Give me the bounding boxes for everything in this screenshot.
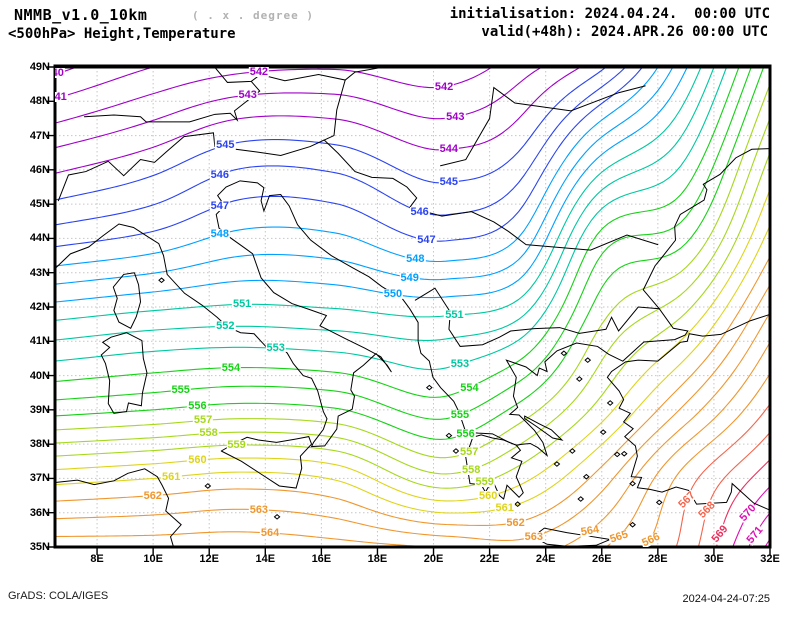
contour-label: 40 — [55, 68, 65, 79]
contour-label: 562 — [142, 489, 163, 502]
y-tick-label: 43N — [29, 266, 50, 279]
y-tick-label: 35N — [29, 541, 50, 553]
contour-label: 551 — [444, 309, 465, 322]
x-tick-label: 8E — [90, 553, 104, 565]
y-tick-label: 40N — [29, 369, 50, 382]
contour-label: 557 — [459, 446, 480, 459]
contour-label: 560 — [478, 490, 499, 503]
contour-label: 545 — [438, 176, 459, 189]
contour-label: 562 — [505, 516, 526, 529]
x-tick-label: 14E — [255, 553, 276, 565]
y-tick-label: 39N — [29, 403, 50, 416]
x-tick-label: 30E — [704, 553, 724, 565]
contour-label: 554 — [459, 381, 480, 394]
contour-label: 546 — [209, 168, 230, 181]
contour-label: 563 — [523, 530, 545, 543]
y-tick-label: 48N — [29, 95, 50, 108]
contour-label: 565 — [607, 528, 630, 546]
x-tick-label: 22E — [479, 553, 500, 565]
x-tick-label: 32E — [760, 553, 780, 565]
contour-label: 567 — [676, 488, 698, 511]
contour-label: 556 — [187, 399, 208, 412]
contour-label: 542 — [248, 67, 270, 78]
contour-label: 553 — [449, 358, 471, 370]
y-tick-label: 44N — [29, 232, 50, 245]
contour-label: 559 — [226, 439, 247, 452]
y-tick-label: 41N — [29, 335, 50, 348]
x-tick-label: 16E — [311, 553, 332, 565]
contour-label: 546 — [409, 205, 430, 218]
y-tick-label: 37N — [29, 472, 50, 485]
x-tick-label: 12E — [199, 553, 219, 565]
contour-label: 558 — [460, 463, 482, 476]
x-tick-label: 20E — [423, 553, 444, 565]
contour-label: 552 — [215, 320, 236, 333]
y-tick-label: 45N — [29, 198, 50, 211]
x-tick-label: 26E — [591, 553, 612, 565]
y-tick-label: 42N — [29, 301, 50, 313]
contour-label: 561 — [494, 502, 515, 515]
contour-label: 545 — [215, 139, 236, 152]
contour-label: 548 — [405, 253, 426, 266]
contour-label: 548 — [209, 228, 230, 241]
creation-timestamp: 2024-04-24-07:25 — [682, 593, 770, 605]
contour-label: 555 — [449, 408, 471, 421]
contour-label: 553 — [265, 342, 286, 355]
y-tick-label: 36N — [29, 506, 50, 519]
contour-label: 547 — [209, 199, 230, 212]
contour-label: 559 — [474, 475, 495, 488]
contour-label: 566 — [639, 530, 662, 547]
contour-label: 568 — [696, 498, 718, 521]
y-tick-label: 46N — [29, 163, 50, 176]
contour-label: 571 — [744, 523, 766, 546]
contour-label: 569 — [709, 522, 731, 546]
contour-label: 551 — [231, 298, 253, 311]
contour-label: 564 — [578, 523, 601, 539]
contour-label: 560 — [187, 454, 208, 467]
contour-label: 550 — [382, 288, 404, 301]
y-tick-label: 49N — [29, 61, 50, 73]
contour-label: 558 — [198, 427, 219, 440]
x-tick-label: 18E — [367, 553, 388, 565]
contour-label: 542 — [433, 80, 455, 93]
grads-credit: GrADS: COLA/IGES — [8, 590, 109, 602]
contour-label: 543 — [445, 110, 466, 123]
contour-label: 543 — [237, 89, 258, 102]
contour-label: 570 — [737, 502, 760, 525]
x-tick-label: 24E — [535, 553, 556, 565]
contour-label: 556 — [455, 427, 476, 440]
contour-label: 547 — [416, 234, 437, 246]
contour-label: 563 — [248, 503, 270, 516]
contour-label: 555 — [170, 384, 191, 397]
contour-label: 554 — [220, 361, 242, 374]
contour-label: 557 — [192, 414, 214, 427]
contour-label: 549 — [399, 271, 420, 284]
y-tick-label: 38N — [29, 438, 50, 451]
contour-label: 41 — [55, 91, 68, 104]
y-tick-label: 47N — [29, 129, 50, 142]
x-tick-label: 10E — [143, 553, 163, 565]
contour-label: 564 — [259, 527, 281, 539]
contour-label-layer: 40 41 542 542 543 543 544 545 545 546 546 547 547 548… — [55, 67, 770, 547]
contour-label: 561 — [161, 470, 182, 483]
contour-label: 544 — [438, 143, 459, 156]
x-tick-label: 28E — [648, 553, 668, 565]
